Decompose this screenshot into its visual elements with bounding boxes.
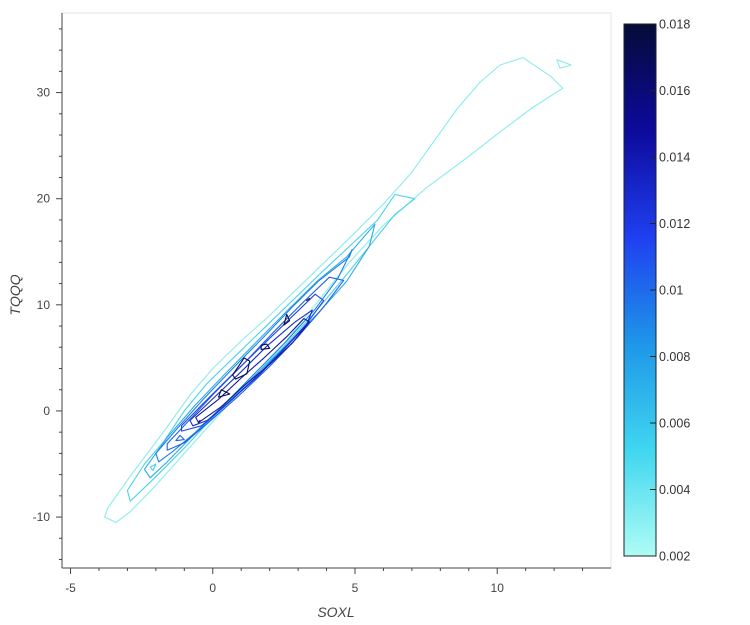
contour-0.01-1 xyxy=(175,434,185,442)
x-tick-label: 0 xyxy=(209,581,216,595)
contour-0.002-1 xyxy=(556,59,572,69)
y-tick-label: 30 xyxy=(37,86,51,100)
y-tick-label: 0 xyxy=(43,404,50,418)
colorbar-tick-label: 0.016 xyxy=(659,84,690,98)
x-tick-label: -5 xyxy=(65,581,76,595)
contour-0.018-1 xyxy=(232,357,251,380)
x-tick-label: 5 xyxy=(352,581,359,595)
y-tick-label: -10 xyxy=(33,510,51,524)
colorbar-tick-label: 0.004 xyxy=(659,483,690,497)
contour-0.018-5 xyxy=(197,419,201,424)
contour-0.012-0 xyxy=(180,293,325,432)
colorbar-tick-label: 0.01 xyxy=(659,284,683,298)
x-axis-ticks: -5 0 5 10 xyxy=(65,568,584,595)
x-tick-label: 10 xyxy=(491,581,505,595)
contour-0.018-4 xyxy=(306,297,311,302)
contour-0.004-1 xyxy=(149,463,157,471)
colorbar-tick-label: 0.014 xyxy=(659,151,690,165)
contour-0.01-0 xyxy=(166,276,345,451)
colorbar-tick-label: 0.008 xyxy=(659,350,690,364)
contour-0.018-3 xyxy=(283,313,291,326)
x-axis-title: SOXL xyxy=(317,604,354,620)
colorbar-tick-label: 0.006 xyxy=(659,417,690,431)
contour-0.018-2 xyxy=(260,343,271,350)
contour-0.014-0 xyxy=(189,309,313,427)
y-axis-title: TQQQ xyxy=(7,274,23,315)
y-tick-label: 20 xyxy=(37,192,51,206)
colorbar-tick-label: 0.002 xyxy=(659,550,690,564)
contour-0.016-0 xyxy=(195,318,311,424)
contour-0.008-0 xyxy=(155,249,353,463)
y-axis-ticks: -10 0 10 20 30 xyxy=(33,28,62,561)
contour-0.002-0 xyxy=(104,57,564,523)
y-tick-label: 10 xyxy=(37,298,51,312)
colorbar-tick-label: 0.018 xyxy=(659,18,690,32)
contour-lines xyxy=(104,57,572,523)
colorbar-tick-label: 0.012 xyxy=(659,217,690,231)
colorbar: 0.002 0.004 0.006 0.008 0.01 0.012 0.014 0.016 0… xyxy=(623,18,690,564)
contour-0.004-0 xyxy=(126,193,416,502)
colorbar-ticks: 0.002 0.004 0.006 0.008 0.01 0.012 0.014 0.016 0… xyxy=(650,18,690,564)
contour-0.018-0 xyxy=(217,389,231,398)
plot-area: -5 0 5 10 -10 0 10 20 30 xyxy=(33,12,612,595)
